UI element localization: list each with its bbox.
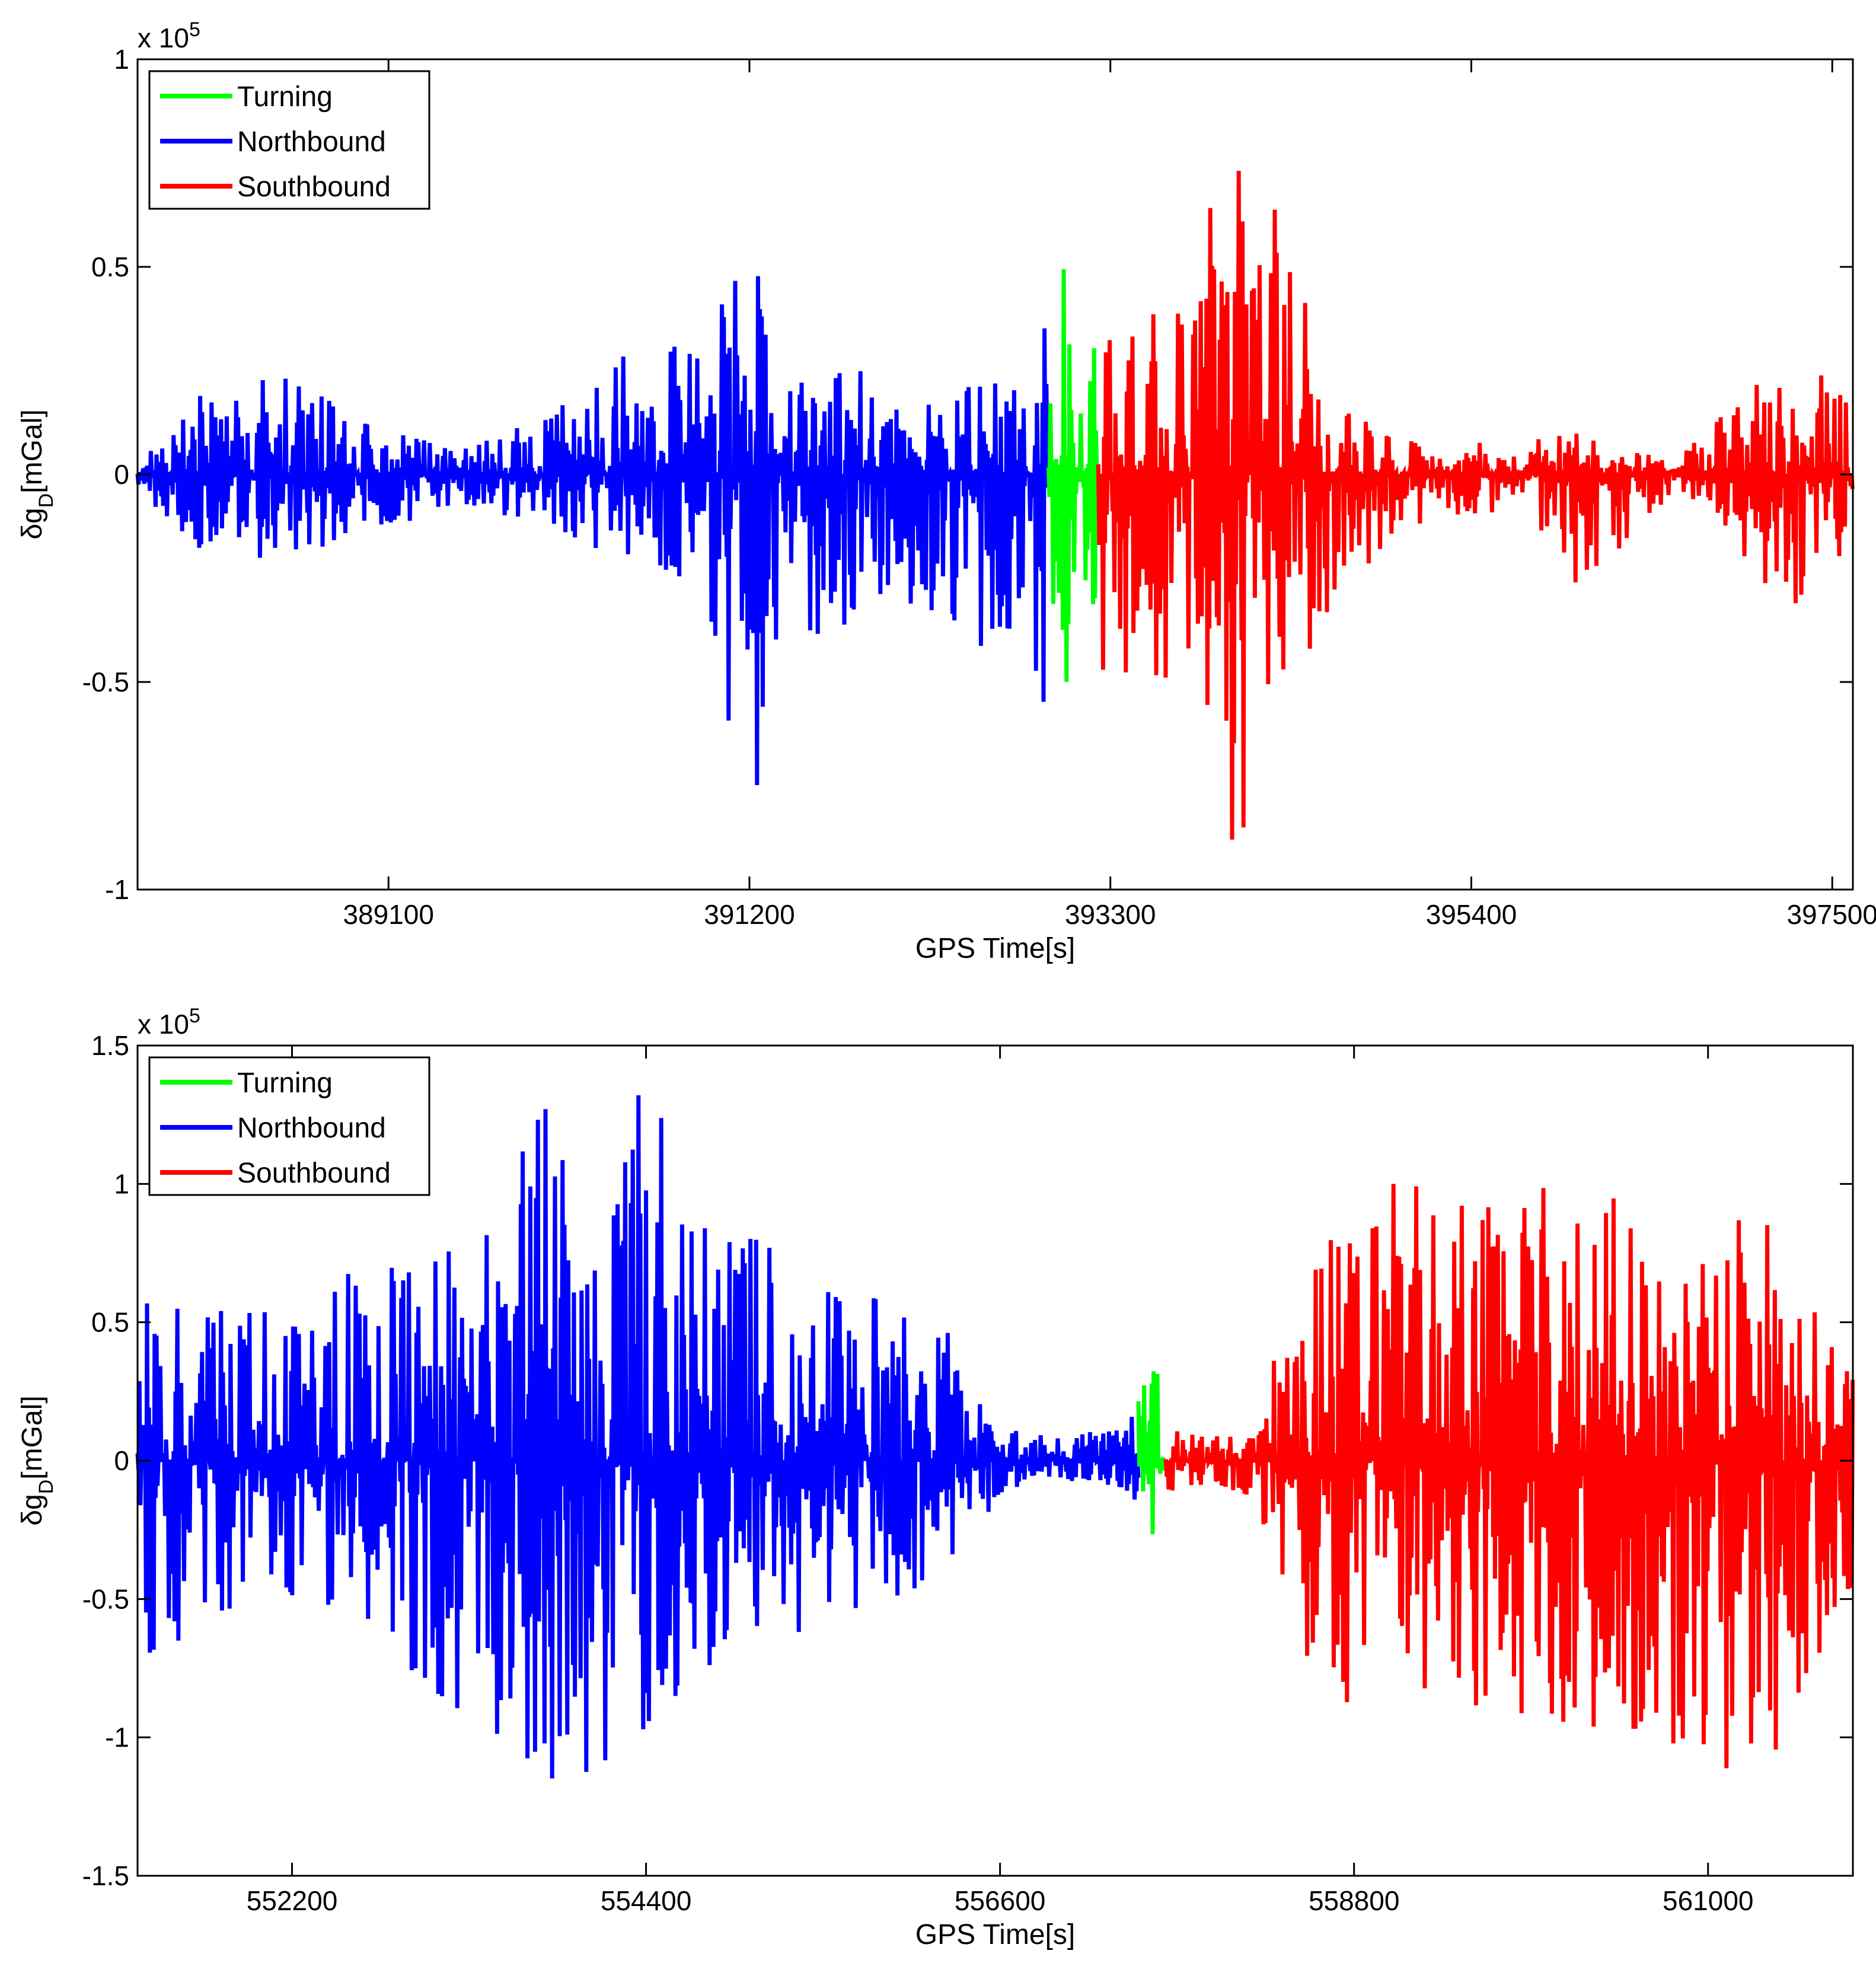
legend-label-turning-bottom: Turning bbox=[237, 1067, 333, 1099]
y-axis-label-top: δgD[mGal] bbox=[17, 409, 58, 539]
series-line-southbound-bottom bbox=[1163, 1184, 1855, 1768]
chart-panel-top: 389100 391200 393300 395400 397500 -1 -0.5 0 0.5… bbox=[17, 18, 1876, 964]
exponent-label-top: x 105 bbox=[138, 18, 200, 53]
x-axis-label-bottom: GPS Time[s] bbox=[915, 1919, 1075, 1950]
chart-panel-bottom: 552200 554400 556600 558800 561000 -1.5 -1 -0.5… bbox=[17, 1005, 1855, 1950]
axes-top: 389100 391200 393300 395400 397500 -1 -0.5 0 0.5… bbox=[82, 44, 1876, 930]
legend-label-northbound-bottom: Northbound bbox=[237, 1113, 386, 1144]
series-line-northbound-top bbox=[135, 276, 1049, 785]
legend-bottom: Turning Northbound Southbound bbox=[148, 1056, 430, 1196]
x-axis-label-top: GPS Time[s] bbox=[915, 933, 1075, 964]
x-tick-label-top: 389100 bbox=[343, 899, 434, 930]
x-tick-label-bottom: 554400 bbox=[601, 1885, 692, 1916]
legend-top: Turning Northbound Southbound bbox=[148, 70, 430, 210]
y-tick-label-bottom: -1.5 bbox=[82, 1860, 129, 1891]
y-tick-label-bottom: 1.5 bbox=[91, 1030, 129, 1061]
y-tick-label-bottom: -0.5 bbox=[82, 1583, 129, 1614]
y-axis-label-bottom: δgD[mGal] bbox=[17, 1395, 58, 1525]
legend-label-northbound-top: Northbound bbox=[237, 126, 386, 158]
series-line-southbound-top bbox=[1096, 170, 1855, 840]
x-tick-label-bottom: 556600 bbox=[955, 1885, 1046, 1916]
series-line-turning-top bbox=[1046, 269, 1100, 682]
series-traces-top bbox=[135, 170, 1855, 840]
y-tick-label-top: 1 bbox=[114, 44, 129, 75]
x-tick-label-top: 391200 bbox=[704, 899, 795, 930]
x-tick-label-bottom: 561000 bbox=[1663, 1885, 1754, 1916]
y-tick-label-top: 0.5 bbox=[91, 251, 129, 282]
legend-label-southbound-bottom: Southbound bbox=[237, 1158, 391, 1189]
x-tick-label-top: 393300 bbox=[1065, 899, 1156, 930]
y-tick-label-bottom: 0 bbox=[114, 1445, 129, 1476]
x-tick-label-top: 395400 bbox=[1426, 899, 1517, 930]
y-tick-label-bottom: 0.5 bbox=[91, 1307, 129, 1338]
y-tick-label-top: -0.5 bbox=[82, 667, 129, 697]
series-line-northbound-bottom bbox=[135, 1095, 1141, 1779]
y-tick-label-bottom: -1 bbox=[105, 1722, 129, 1753]
x-tick-label-bottom: 552200 bbox=[247, 1885, 338, 1916]
series-traces-bottom bbox=[135, 1095, 1855, 1779]
y-tick-label-top: 0 bbox=[114, 459, 129, 490]
x-tick-label-bottom: 558800 bbox=[1309, 1885, 1400, 1916]
x-tick-label-top: 397500 bbox=[1786, 899, 1876, 930]
legend-label-southbound-top: Southbound bbox=[237, 171, 391, 203]
axes-bottom: 552200 554400 556600 558800 561000 -1.5 -1 -0.5… bbox=[82, 1030, 1854, 1916]
series-line-turning-bottom bbox=[1136, 1371, 1167, 1535]
y-tick-label-top: -1 bbox=[105, 874, 129, 905]
exponent-label-bottom: x 105 bbox=[138, 1005, 200, 1040]
legend-label-turning-top: Turning bbox=[237, 81, 333, 113]
y-tick-label-bottom: 1 bbox=[114, 1168, 129, 1199]
